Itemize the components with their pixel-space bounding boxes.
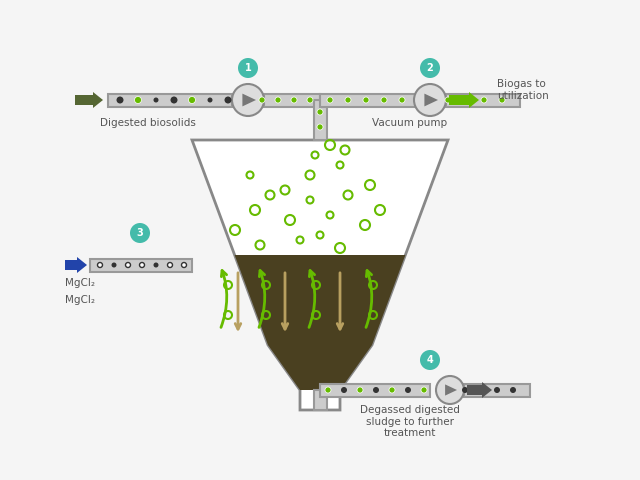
- Circle shape: [97, 263, 102, 267]
- Circle shape: [399, 97, 405, 103]
- Circle shape: [363, 97, 369, 103]
- Circle shape: [389, 387, 395, 393]
- FancyArrow shape: [449, 92, 479, 108]
- Circle shape: [130, 223, 150, 243]
- Circle shape: [225, 96, 232, 104]
- Bar: [320, 384, 430, 396]
- Polygon shape: [235, 255, 405, 390]
- Circle shape: [168, 263, 173, 267]
- Bar: [90, 259, 192, 272]
- Circle shape: [291, 97, 297, 103]
- Text: Biogas to
utilization: Biogas to utilization: [497, 79, 548, 101]
- Circle shape: [189, 96, 195, 104]
- Circle shape: [140, 263, 145, 267]
- Circle shape: [420, 58, 440, 78]
- Polygon shape: [192, 140, 448, 410]
- Circle shape: [125, 263, 131, 267]
- Circle shape: [232, 84, 264, 116]
- Circle shape: [373, 387, 379, 393]
- Circle shape: [345, 97, 351, 103]
- Circle shape: [317, 109, 323, 115]
- Circle shape: [381, 97, 387, 103]
- Text: MgCl₂: MgCl₂: [65, 295, 95, 305]
- Circle shape: [481, 97, 487, 103]
- Circle shape: [463, 97, 469, 103]
- Circle shape: [317, 124, 323, 130]
- Bar: [314, 390, 326, 410]
- Text: MgCl₂: MgCl₂: [65, 278, 95, 288]
- Circle shape: [275, 97, 281, 103]
- Circle shape: [420, 350, 440, 370]
- Text: 3: 3: [136, 228, 143, 238]
- Text: 4: 4: [427, 355, 433, 365]
- Bar: [320, 94, 430, 107]
- Circle shape: [259, 97, 265, 103]
- Circle shape: [405, 387, 411, 393]
- Polygon shape: [445, 384, 457, 396]
- Polygon shape: [424, 94, 438, 107]
- Circle shape: [111, 263, 116, 267]
- Circle shape: [170, 96, 177, 104]
- Circle shape: [327, 97, 333, 103]
- FancyArrow shape: [65, 257, 87, 273]
- Circle shape: [238, 58, 258, 78]
- Circle shape: [154, 97, 159, 103]
- Circle shape: [421, 387, 427, 393]
- Text: Degassed digested
sludge to further
treatment: Degassed digested sludge to further trea…: [360, 405, 460, 438]
- Circle shape: [182, 263, 186, 267]
- Circle shape: [341, 387, 347, 393]
- Text: 2: 2: [427, 63, 433, 73]
- Circle shape: [307, 97, 313, 103]
- Bar: [264, 94, 320, 107]
- Circle shape: [494, 387, 500, 393]
- Circle shape: [414, 84, 446, 116]
- Text: Digested biosolids: Digested biosolids: [100, 118, 196, 128]
- Circle shape: [462, 387, 468, 393]
- Circle shape: [510, 387, 516, 393]
- Bar: [464, 384, 530, 396]
- Circle shape: [445, 97, 451, 103]
- Circle shape: [207, 97, 212, 103]
- Circle shape: [134, 96, 141, 104]
- Circle shape: [325, 387, 331, 393]
- Text: 1: 1: [244, 63, 252, 73]
- Bar: [108, 94, 232, 107]
- Circle shape: [499, 97, 505, 103]
- FancyArrow shape: [467, 382, 492, 398]
- Circle shape: [436, 376, 464, 404]
- FancyArrow shape: [75, 92, 103, 108]
- Polygon shape: [243, 94, 256, 107]
- Circle shape: [116, 96, 124, 104]
- Circle shape: [154, 263, 159, 267]
- Bar: [314, 100, 326, 140]
- Circle shape: [478, 387, 484, 393]
- Text: Vacuum pump: Vacuum pump: [372, 118, 447, 128]
- Bar: [446, 94, 520, 107]
- Circle shape: [357, 387, 363, 393]
